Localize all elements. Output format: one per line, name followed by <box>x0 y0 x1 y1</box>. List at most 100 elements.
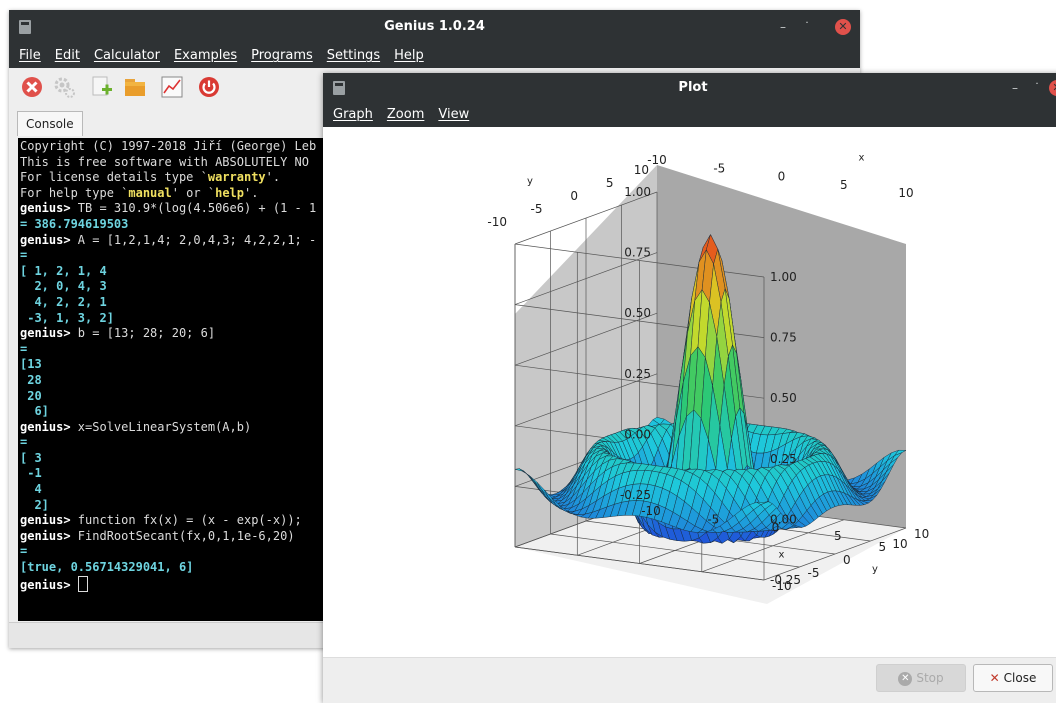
close-button[interactable]: ✕ Close <box>973 664 1053 692</box>
console-text: 28 <box>20 372 42 387</box>
menu-edit[interactable]: Edit <box>54 48 80 63</box>
main-titlebar[interactable]: Genius 1.0.24 – ˙ ✕ <box>9 10 860 44</box>
console-line: 4, 2, 2, 1 <box>20 295 440 311</box>
console-line: genius> function fx(x) = (x - exp(-x)); <box>20 513 440 529</box>
plot-icon[interactable] <box>159 74 185 100</box>
console-line: 28 <box>20 373 440 389</box>
console-text: [ 1, 2, 1, 4 <box>20 263 107 278</box>
menu-programs[interactable]: Programs <box>251 48 313 63</box>
console-text: -1 <box>20 466 42 481</box>
console-text: = <box>20 544 28 559</box>
console-line: = <box>20 435 440 451</box>
console-tabstrip: Console <box>17 111 83 136</box>
console-text: [true, 0.56714329041, 6] <box>20 560 194 575</box>
console-line: -3, 1, 3, 2] <box>20 311 440 327</box>
x-tick-label: 5 <box>834 529 842 543</box>
menu-settings[interactable]: Settings <box>326 48 381 63</box>
console-prompt: genius> <box>20 528 71 543</box>
console-line: For help type `manual' or `help'. <box>20 186 440 202</box>
menu-file[interactable]: File <box>19 48 41 63</box>
plot-titlebar[interactable]: Plot – ˙ ✕ <box>323 73 1056 103</box>
close-window-icon[interactable]: ✕ <box>835 19 851 35</box>
maximize-icon[interactable]: ˙ <box>1034 81 1040 95</box>
tab-console[interactable]: Console <box>17 111 83 136</box>
x-tick-label-top: 5 <box>840 178 848 192</box>
calculator-icon <box>333 81 345 95</box>
x-tick-label-top: 0 <box>778 170 786 184</box>
console-prompt: genius> <box>20 419 71 434</box>
x-axis-name: x <box>779 550 785 561</box>
quit-icon[interactable] <box>196 74 222 100</box>
console-text: FindRootSecant(fx,0,1,1e-6,20) <box>70 528 295 543</box>
console-line: genius> TB = 310.9*(log(4.506e6) + (1 - … <box>20 201 440 217</box>
surface-facet <box>755 501 769 505</box>
floor-gridline <box>763 527 907 581</box>
menu-view[interactable]: View <box>438 107 470 122</box>
console-text: 2, 0, 4, 3 <box>20 279 107 294</box>
z-tick-label-left: 1.00 <box>624 185 651 199</box>
console-text: Copyright (C) 1997-2018 Jiří (George) Le… <box>20 139 317 153</box>
console-line: 2] <box>20 498 440 514</box>
z-tick-label-left: -0.25 <box>620 488 651 502</box>
y-tick-label-top: -10 <box>487 215 507 229</box>
z-tick-label-right: 1.00 <box>770 270 797 284</box>
maximize-icon[interactable]: ˙ <box>804 20 810 34</box>
y-tick-label-top: 0 <box>570 189 578 203</box>
console-text: 4, 2, 2, 1 <box>20 294 107 309</box>
plot-window-title: Plot <box>678 80 708 95</box>
x-tick-label-top: -10 <box>647 153 667 167</box>
menu-graph[interactable]: Graph <box>333 107 373 122</box>
menu-calculator[interactable]: Calculator <box>93 48 160 63</box>
new-file-icon[interactable] <box>89 74 115 100</box>
menu-zoom[interactable]: Zoom <box>386 107 425 122</box>
stop-button[interactable]: ✕ Stop <box>876 664 966 692</box>
z-tick-label-right: 0.50 <box>770 391 797 405</box>
z-tick-label-left: 0.50 <box>624 306 651 320</box>
z-tick-label-right: 0.25 <box>770 452 797 466</box>
console-line: = <box>20 544 440 560</box>
console-text: = <box>20 435 28 450</box>
console-text: b = [13; 28; 20; 6] <box>70 326 216 341</box>
console-line: genius> FindRootSecant(fx,0,1,1e-6,20) <box>20 529 440 545</box>
console-line: -1 <box>20 466 440 482</box>
console-text: [ 3 <box>20 450 42 465</box>
x-tick-label: 0 <box>772 521 780 535</box>
console-line: 2, 0, 4, 3 <box>20 279 440 295</box>
close-window-icon[interactable]: ✕ <box>1049 80 1056 96</box>
z-tick-label-right: 0.00 <box>770 512 797 526</box>
console-text: '. <box>244 185 259 200</box>
close-icon: ✕ <box>989 671 1000 685</box>
plot-menubar: Graph Zoom View <box>323 103 1056 127</box>
x-axis-name-top: x <box>859 153 865 164</box>
console-text: = <box>20 248 28 263</box>
console-prompt: genius> <box>20 577 71 592</box>
calculator-icon <box>19 20 31 34</box>
gear-icon[interactable] <box>51 74 77 100</box>
menu-examples[interactable]: Examples <box>173 48 238 63</box>
minimize-icon[interactable]: – <box>1012 81 1018 95</box>
console-text: = 386.794619503 <box>20 216 129 231</box>
plot-canvas[interactable]: 1.00 1.00 0.75 0.75 0.50 0.50 0.25 0.25 0.00 0.00… <box>323 127 1056 657</box>
console-line: [ 3 <box>20 451 440 467</box>
console-text: function fx(x) = (x - exp(-x)); <box>70 513 302 528</box>
console-text: = <box>20 341 28 356</box>
surface-plot: 1.00 1.00 0.75 0.75 0.50 0.50 0.25 0.25 0.00 0.00… <box>487 153 929 604</box>
y-tick-label-top: -5 <box>531 202 543 216</box>
stop-icon[interactable] <box>19 74 45 100</box>
y-tick-label: 5 <box>879 540 887 554</box>
y-axis-name: y <box>872 564 878 575</box>
plot-button-bar: ✕ Stop ✕ Close <box>323 657 1056 703</box>
console-line: 20 <box>20 389 440 405</box>
console-text: TB = 310.9*(log(4.506e6) + (1 - 1 <box>70 201 317 216</box>
minimize-icon[interactable]: – <box>780 20 786 34</box>
open-folder-icon[interactable] <box>122 74 148 100</box>
z-tick-label-left: 0.75 <box>624 246 651 260</box>
x-tick-label: -10 <box>641 504 661 518</box>
console-text: -3, 1, 3, 2] <box>20 310 114 325</box>
y-tick-label: 0 <box>843 553 851 567</box>
console-line: genius> <box>20 575 440 594</box>
console-line: For license details type `warranty'. <box>20 170 440 186</box>
y-tick-label-top: 5 <box>606 176 614 190</box>
menu-help[interactable]: Help <box>394 48 424 63</box>
console-prompt: genius> <box>20 513 71 528</box>
